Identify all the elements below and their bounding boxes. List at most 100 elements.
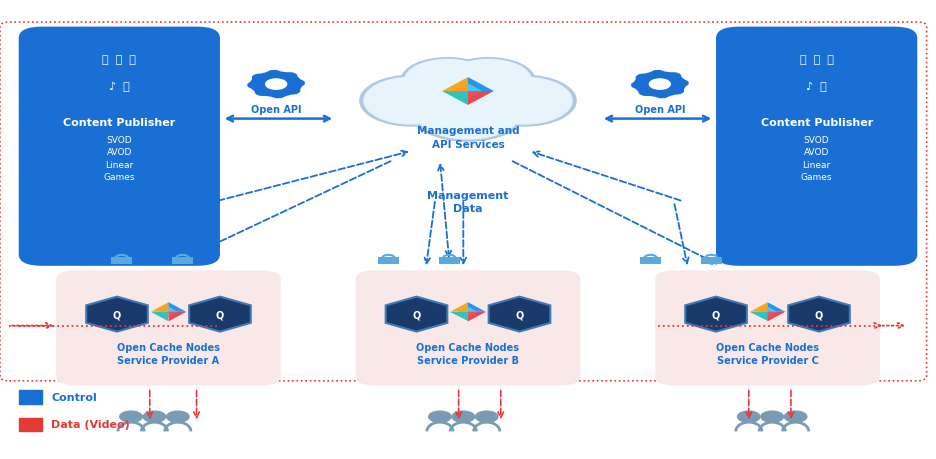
Circle shape bbox=[404, 60, 490, 102]
Text: Data (Video): Data (Video) bbox=[51, 420, 130, 430]
Polygon shape bbox=[750, 312, 768, 322]
Polygon shape bbox=[443, 92, 468, 106]
Circle shape bbox=[650, 80, 670, 90]
Circle shape bbox=[406, 66, 530, 127]
Bar bbox=[412, 106, 525, 122]
Polygon shape bbox=[159, 307, 168, 312]
Bar bbox=[415, 121, 521, 123]
Text: 🖥  💬  🖼: 🖥 💬 🖼 bbox=[799, 55, 834, 65]
Circle shape bbox=[266, 80, 286, 90]
Bar bbox=[439, 258, 460, 265]
Bar bbox=[111, 258, 132, 265]
Circle shape bbox=[359, 76, 463, 127]
Polygon shape bbox=[454, 84, 468, 92]
Circle shape bbox=[446, 60, 532, 102]
Bar bbox=[378, 258, 399, 265]
Text: Q: Q bbox=[815, 309, 823, 319]
FancyBboxPatch shape bbox=[19, 28, 220, 266]
Circle shape bbox=[143, 411, 166, 422]
Polygon shape bbox=[750, 302, 768, 312]
Polygon shape bbox=[468, 92, 494, 106]
Text: ♪  🖼: ♪ 🖼 bbox=[109, 82, 130, 92]
Polygon shape bbox=[151, 312, 168, 322]
Polygon shape bbox=[468, 312, 477, 317]
Text: Open Cache Nodes
Service Provider C: Open Cache Nodes Service Provider C bbox=[716, 342, 819, 365]
Polygon shape bbox=[489, 297, 550, 332]
Polygon shape bbox=[768, 312, 785, 322]
Bar bbox=[19, 418, 42, 431]
Polygon shape bbox=[468, 92, 482, 100]
Circle shape bbox=[402, 64, 535, 129]
Circle shape bbox=[452, 411, 475, 422]
Text: Open API: Open API bbox=[251, 105, 301, 115]
Polygon shape bbox=[168, 312, 178, 317]
Polygon shape bbox=[468, 307, 477, 312]
Text: Q: Q bbox=[516, 309, 523, 319]
Text: SVOD
AVOD
Linear
Games: SVOD AVOD Linear Games bbox=[801, 135, 832, 182]
Polygon shape bbox=[768, 312, 777, 317]
Circle shape bbox=[120, 411, 142, 422]
Circle shape bbox=[477, 78, 572, 125]
FancyBboxPatch shape bbox=[356, 271, 580, 386]
Text: 🖥  💬  🖼: 🖥 💬 🖼 bbox=[102, 55, 137, 65]
Polygon shape bbox=[631, 71, 689, 99]
Polygon shape bbox=[159, 312, 168, 317]
Circle shape bbox=[475, 411, 498, 422]
Polygon shape bbox=[459, 307, 468, 312]
Text: Q: Q bbox=[413, 309, 420, 319]
Polygon shape bbox=[168, 302, 186, 312]
Polygon shape bbox=[468, 302, 486, 312]
FancyBboxPatch shape bbox=[716, 28, 917, 266]
Circle shape bbox=[412, 86, 525, 142]
Polygon shape bbox=[788, 297, 850, 332]
Polygon shape bbox=[758, 312, 768, 317]
Polygon shape bbox=[768, 307, 777, 312]
Polygon shape bbox=[685, 297, 747, 332]
Circle shape bbox=[443, 59, 535, 104]
Bar bbox=[19, 390, 42, 404]
Circle shape bbox=[167, 411, 189, 422]
Text: Management
Data: Management Data bbox=[428, 190, 508, 213]
Polygon shape bbox=[450, 302, 468, 312]
Text: Open Cache Nodes
Service Provider B: Open Cache Nodes Service Provider B bbox=[417, 342, 519, 365]
Text: Q: Q bbox=[216, 309, 224, 319]
Text: Open API: Open API bbox=[635, 105, 685, 115]
Polygon shape bbox=[468, 78, 494, 92]
Polygon shape bbox=[758, 307, 768, 312]
Circle shape bbox=[416, 89, 520, 140]
Circle shape bbox=[429, 411, 451, 422]
Polygon shape bbox=[450, 312, 468, 322]
Circle shape bbox=[474, 76, 577, 127]
FancyBboxPatch shape bbox=[56, 271, 281, 386]
Circle shape bbox=[761, 411, 783, 422]
Bar bbox=[640, 258, 661, 265]
Polygon shape bbox=[247, 71, 305, 99]
Text: SVOD
AVOD
Linear
Games: SVOD AVOD Linear Games bbox=[104, 135, 135, 182]
Text: Control: Control bbox=[51, 392, 97, 402]
Text: Q: Q bbox=[712, 309, 720, 319]
Polygon shape bbox=[151, 302, 168, 312]
Polygon shape bbox=[168, 307, 178, 312]
Circle shape bbox=[738, 411, 760, 422]
Polygon shape bbox=[189, 297, 251, 332]
Bar bbox=[172, 258, 193, 265]
Text: Open Cache Nodes
Service Provider A: Open Cache Nodes Service Provider A bbox=[117, 342, 220, 365]
Polygon shape bbox=[454, 92, 468, 100]
Polygon shape bbox=[443, 78, 468, 92]
Polygon shape bbox=[468, 84, 482, 92]
Polygon shape bbox=[168, 312, 186, 322]
Polygon shape bbox=[768, 302, 785, 312]
Polygon shape bbox=[386, 297, 447, 332]
Polygon shape bbox=[468, 312, 486, 322]
Text: Content Publisher: Content Publisher bbox=[761, 118, 872, 128]
Text: ♪  🖼: ♪ 🖼 bbox=[806, 82, 827, 92]
FancyBboxPatch shape bbox=[655, 271, 880, 386]
Text: Management and
API Services: Management and API Services bbox=[417, 126, 519, 149]
Polygon shape bbox=[459, 312, 468, 317]
Circle shape bbox=[784, 411, 807, 422]
Text: Content Publisher: Content Publisher bbox=[64, 118, 175, 128]
Text: Q: Q bbox=[113, 309, 121, 319]
Bar bbox=[701, 258, 722, 265]
Circle shape bbox=[401, 59, 494, 104]
Circle shape bbox=[364, 78, 459, 125]
